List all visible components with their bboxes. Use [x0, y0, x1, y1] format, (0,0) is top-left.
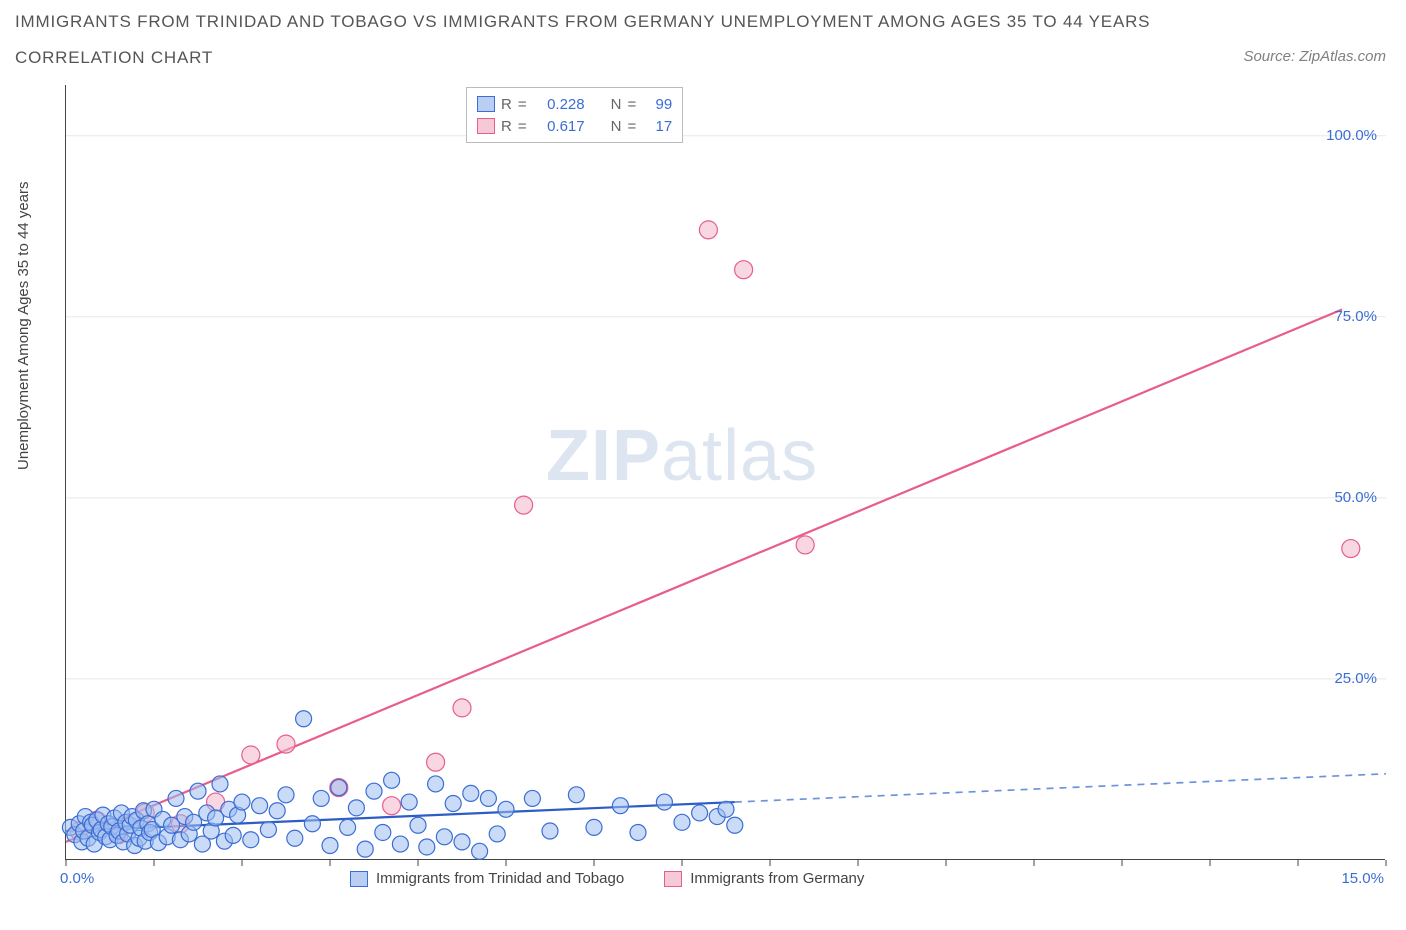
legend-label: Immigrants from Germany	[690, 870, 864, 887]
y-tick-label: 50.0%	[1334, 489, 1377, 506]
legend-item: Immigrants from Germany	[664, 870, 864, 887]
legend-stat-row: R=0.228N=99	[477, 93, 672, 115]
legend-item: Immigrants from Trinidad and Tobago	[350, 870, 624, 887]
y-axis-label: Unemployment Among Ages 35 to 44 years	[15, 181, 32, 470]
x-max-label: 15.0%	[1341, 870, 1384, 887]
legend-stat-row: R=0.617N=17	[477, 115, 672, 137]
y-tick-label: 100.0%	[1326, 127, 1377, 144]
legend-label: Immigrants from Trinidad and Tobago	[376, 870, 624, 887]
legend-swatch	[664, 871, 682, 887]
legend-swatch	[350, 871, 368, 887]
chart-canvas	[66, 85, 1386, 860]
chart-subtitle: CORRELATION CHART	[15, 48, 213, 68]
series-legend: Immigrants from Trinidad and Tobago Immig…	[350, 870, 864, 887]
chart-title: IMMIGRANTS FROM TRINIDAD AND TOBAGO VS I…	[15, 12, 1150, 32]
legend-swatch	[477, 96, 495, 112]
legend-swatch	[477, 118, 495, 134]
plot-area: ZIPatlas R=0.228N=99R=0.617N=17 25.0%50.…	[65, 85, 1385, 860]
x-min-label: 0.0%	[60, 870, 94, 887]
y-tick-label: 25.0%	[1334, 670, 1377, 687]
stats-legend: R=0.228N=99R=0.617N=17	[466, 87, 683, 143]
y-tick-label: 75.0%	[1334, 308, 1377, 325]
source-label: Source: ZipAtlas.com	[1243, 48, 1386, 65]
